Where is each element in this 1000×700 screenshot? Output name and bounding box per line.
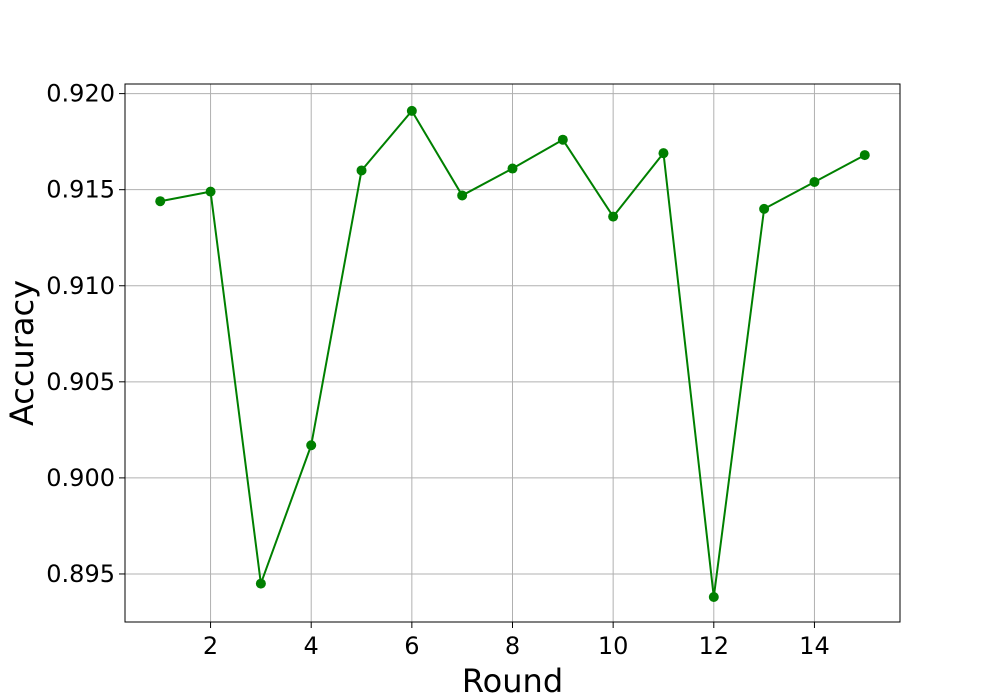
x-tick-label: 6	[404, 632, 419, 660]
data-point	[759, 203, 770, 214]
y-axis-label: Accuracy	[3, 280, 41, 426]
x-tick-label: 8	[505, 632, 520, 660]
data-point	[356, 165, 367, 176]
data-point	[255, 578, 266, 589]
data-point	[557, 134, 568, 145]
y-tick-label: 0.905	[46, 368, 115, 396]
data-point	[708, 592, 719, 603]
data-point	[608, 211, 619, 222]
data-point	[658, 148, 669, 159]
x-tick-label: 10	[598, 632, 629, 660]
y-tick-label: 0.910	[46, 272, 115, 300]
data-point	[859, 150, 870, 161]
y-tick-label: 0.895	[46, 560, 115, 588]
x-tick-label: 12	[699, 632, 730, 660]
axis-ticks: 2 4 6 8 10 12 14 0.895 0.900 0.905 0.910 0.915 0.920	[46, 80, 829, 660]
data-point	[809, 176, 820, 187]
grid-lines	[125, 84, 900, 622]
data-point	[306, 440, 317, 451]
y-tick-label: 0.920	[46, 80, 115, 108]
data-point	[406, 105, 417, 116]
data-point	[457, 190, 468, 201]
y-tick-label: 0.915	[46, 176, 115, 204]
data-series	[155, 105, 870, 603]
x-axis-label: Round	[462, 662, 563, 700]
x-tick-label: 14	[799, 632, 830, 660]
x-tick-label: 2	[203, 632, 218, 660]
data-point	[507, 163, 518, 174]
x-tick-label: 4	[304, 632, 319, 660]
y-tick-label: 0.900	[46, 464, 115, 492]
data-point	[155, 196, 166, 207]
data-point	[205, 186, 216, 197]
